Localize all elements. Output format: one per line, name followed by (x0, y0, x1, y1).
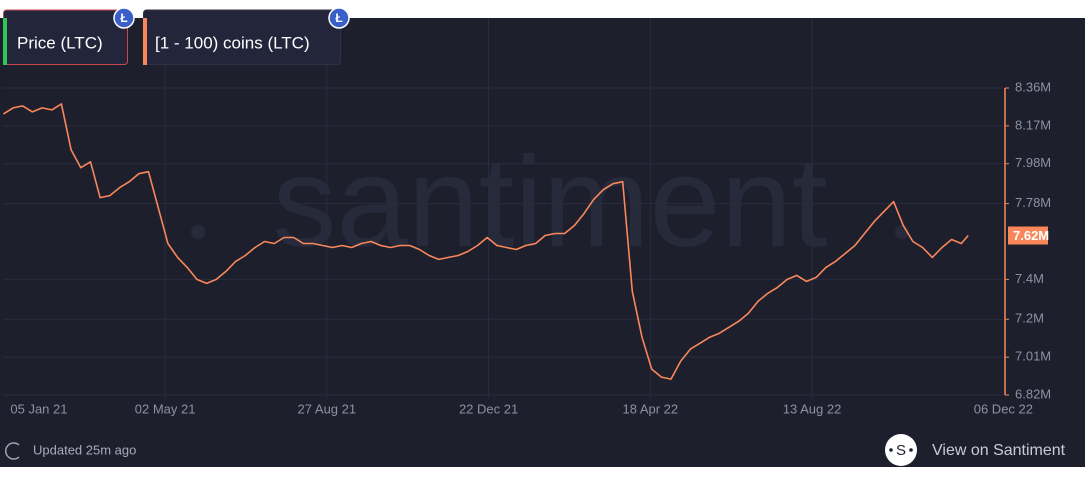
ltc-badge-text: Ł (335, 11, 342, 25)
footer: Updated 25m ago S View on Santiment (4, 434, 1066, 466)
current-value-badge (1008, 226, 1048, 245)
logo-letter: S (896, 442, 906, 459)
y-tick-label: 7.98M (1015, 155, 1051, 170)
y-tick-label: 7.2M (1015, 311, 1044, 326)
y-tick-label: 6.82M (1015, 386, 1051, 401)
background (0, 18, 1085, 467)
refresh-icon (4, 442, 20, 460)
plot: 7.62M (2, 103, 1049, 380)
legend-label[interactable]: Price (LTC) (17, 33, 103, 52)
watermark-text: santiment (273, 131, 828, 274)
y-tick-label: 7.01M (1015, 349, 1051, 364)
updated-text: Updated 25m ago (33, 442, 136, 457)
y-tick-label: 8.17M (1015, 117, 1051, 132)
x-tick-label: 05 Jan 21 (10, 401, 67, 416)
legend-swatch (143, 18, 147, 65)
legend-swatch (3, 18, 7, 65)
current-value-label: 7.62M (1013, 228, 1049, 243)
x-tick-label: 13 Aug 22 (783, 401, 842, 416)
y-tick-label: 7.78M (1015, 195, 1051, 210)
view-link[interactable]: View on Santiment (932, 442, 1066, 459)
x-tick-label: 06 Dec 22 (974, 401, 1033, 416)
watermark-dot (191, 225, 205, 239)
ltc-badge (328, 7, 350, 29)
ltc-badge-text: Ł (120, 11, 127, 25)
watermark: santiment (191, 131, 909, 274)
x-tick-label: 22 Dec 21 (459, 401, 518, 416)
y-tick-label: 7.4M (1015, 271, 1044, 286)
ltc-badge (113, 7, 135, 29)
logo-dot (889, 448, 893, 452)
legend[interactable]: Price (LTC) [1 - 100) coins (LTC) Ł Ł (3, 7, 350, 65)
grid: 8.36M 8.17M 7.98M 7.78M 7.4M 7.2M 7.01M 6.82M 05… (3, 18, 1051, 416)
y-tick-label: 8.36M (1015, 79, 1051, 94)
legend-label[interactable]: [1 - 100) coins (LTC) (155, 33, 310, 52)
x-tick-label: 02 May 21 (135, 401, 196, 416)
x-tick-label: 18 Apr 22 (622, 401, 678, 416)
santiment-logo[interactable] (885, 434, 917, 466)
logo-dot (909, 448, 913, 452)
series-line (2, 103, 969, 380)
x-tick-label: 27 Aug 21 (298, 401, 357, 416)
